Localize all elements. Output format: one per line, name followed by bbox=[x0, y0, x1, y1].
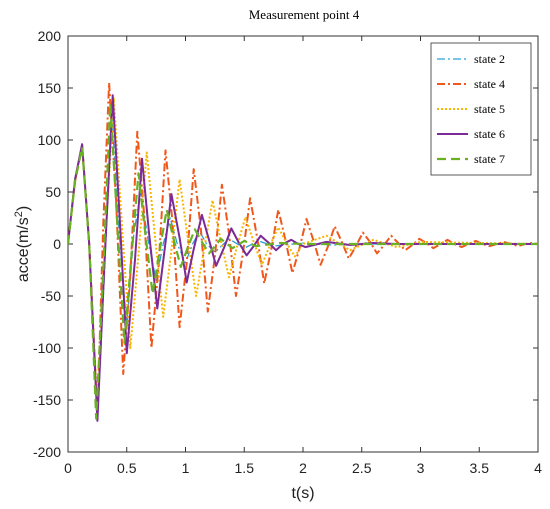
y-axis-label: acce(m/s2) bbox=[13, 206, 32, 282]
x-tick-label: 3.5 bbox=[470, 460, 490, 476]
x-tick-label: 3 bbox=[417, 460, 425, 476]
y-tick-label: -200 bbox=[33, 444, 61, 460]
y-tick-label: -50 bbox=[41, 288, 61, 304]
y-tick-label: 200 bbox=[38, 28, 62, 44]
x-tick-label: 0 bbox=[64, 460, 72, 476]
y-axis-label-sup: 2 bbox=[13, 211, 25, 217]
x-axis-label: t(s) bbox=[291, 485, 314, 502]
x-tick-label: 2.5 bbox=[352, 460, 372, 476]
legend-label-1: state 2 bbox=[474, 52, 505, 66]
axis-ticks bbox=[67, 35, 539, 453]
legend-box bbox=[430, 42, 532, 176]
legend-label-3: state 5 bbox=[474, 102, 505, 116]
series-line-2 bbox=[68, 81, 538, 417]
x-tick-label: 1 bbox=[182, 460, 190, 476]
x-tick-labels: 0 0.5 1 1.5 2 2.5 3 3.5 4 bbox=[64, 460, 542, 476]
y-axis-label-main: acce(m/s bbox=[15, 217, 32, 282]
y-tick-label: -100 bbox=[33, 340, 61, 356]
legend-label-5: state 7 bbox=[474, 152, 505, 166]
x-tick-label: 0.5 bbox=[117, 460, 137, 476]
y-tick-label: 50 bbox=[45, 184, 61, 200]
legend-items: state 2 state 4 state 5 state 6 state 7 bbox=[437, 52, 505, 166]
y-tick-label: 100 bbox=[38, 132, 62, 148]
y-axis-label-tail: ) bbox=[15, 206, 32, 211]
series-lines bbox=[68, 81, 538, 422]
legend-label-4: state 6 bbox=[474, 127, 505, 141]
legend: state 2 state 4 state 5 state 6 state 7 bbox=[430, 42, 532, 176]
x-tick-label: 4 bbox=[534, 460, 542, 476]
chart-title: Measurement point 4 bbox=[249, 7, 360, 22]
legend-label-2: state 4 bbox=[474, 77, 505, 91]
y-tick-label: 0 bbox=[53, 236, 61, 252]
series-line-5 bbox=[68, 102, 538, 420]
x-tick-label: 1.5 bbox=[235, 460, 255, 476]
y-tick-label: -150 bbox=[33, 392, 61, 408]
x-tick-label: 2 bbox=[299, 460, 307, 476]
series-line-1 bbox=[68, 108, 538, 422]
y-tick-label: 150 bbox=[38, 80, 62, 96]
y-tick-labels: 200 150 100 50 0 -50 -100 -150 -200 bbox=[33, 28, 61, 460]
